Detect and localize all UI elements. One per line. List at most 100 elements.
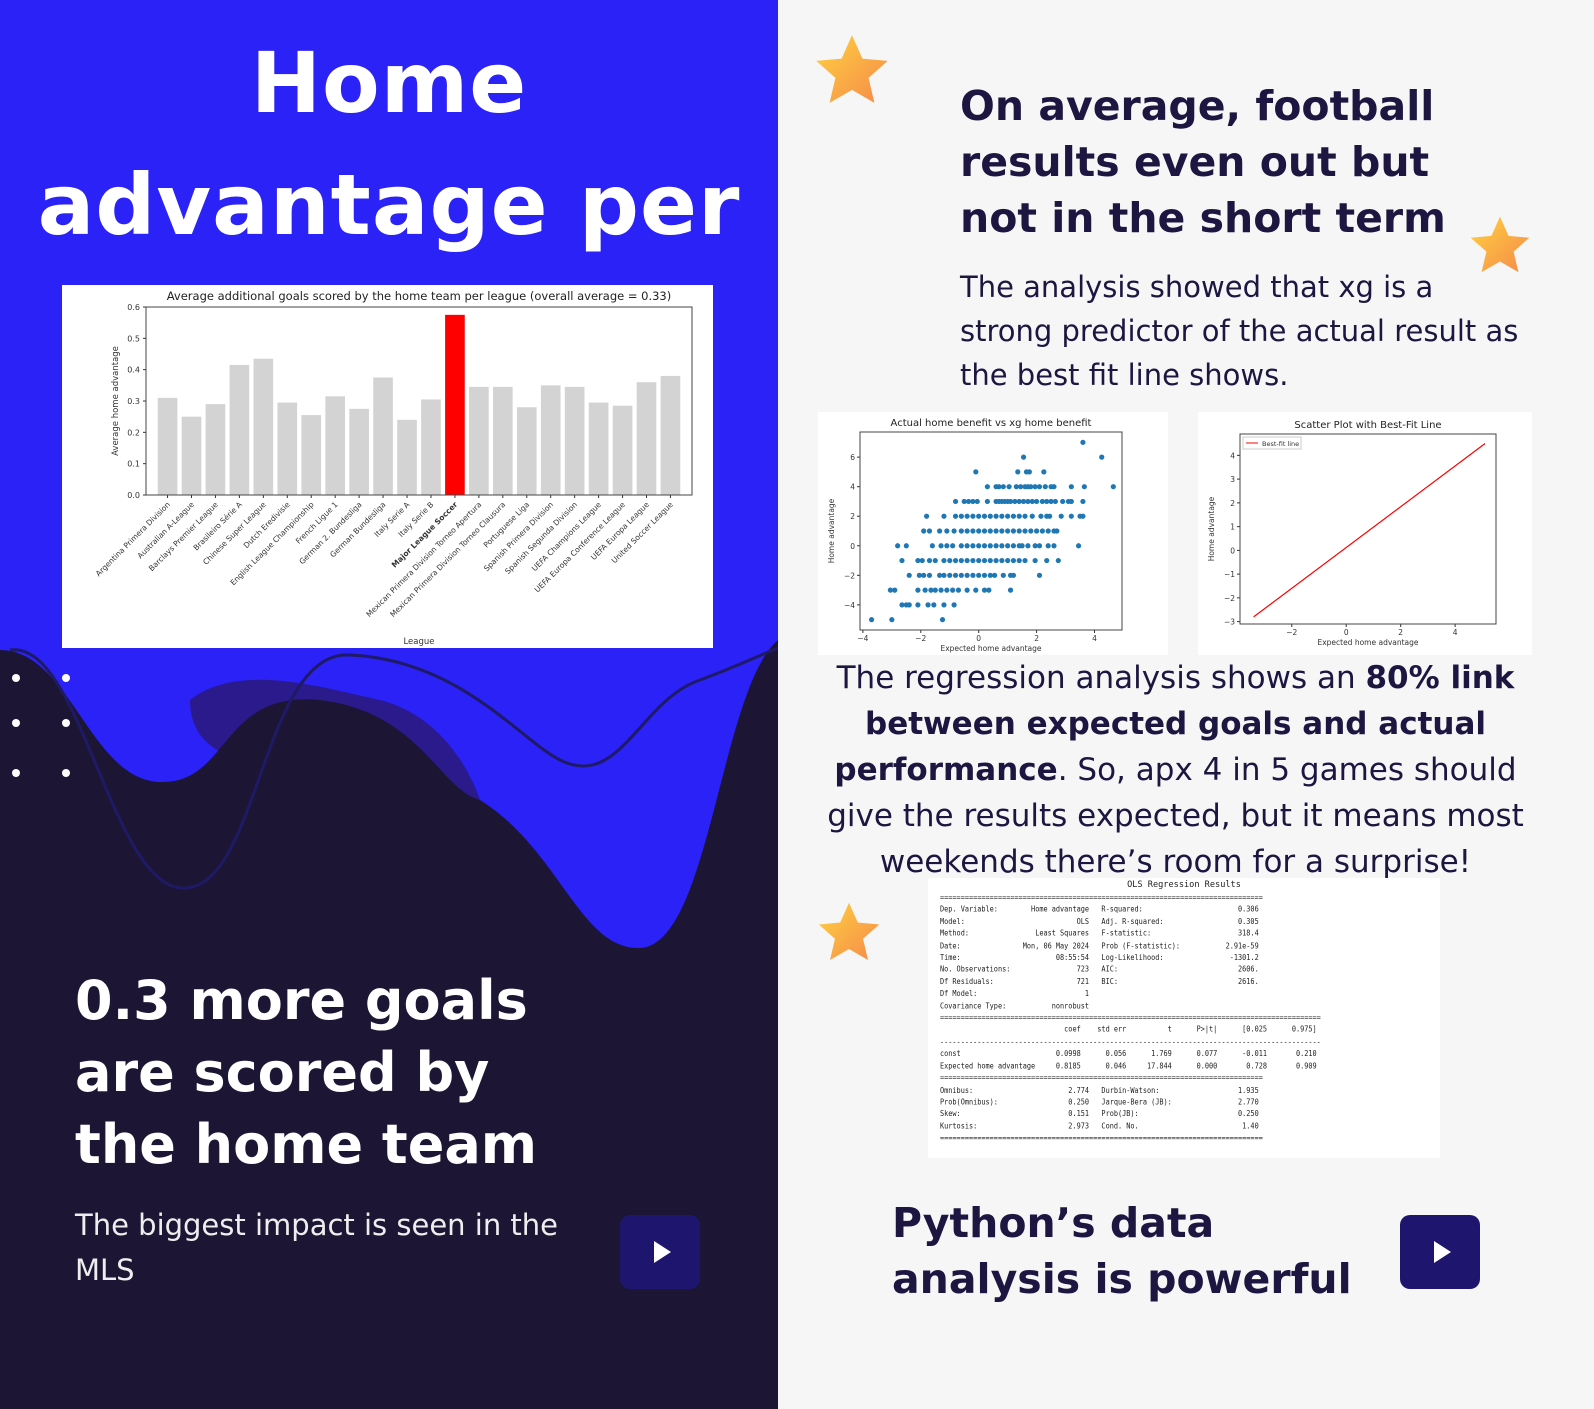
bar <box>516 407 537 495</box>
best-fit-line <box>1253 443 1486 618</box>
scatter-point <box>1029 513 1035 519</box>
scatter-point <box>944 543 950 549</box>
scatter-point <box>1044 498 1050 505</box>
scatter-point <box>987 557 993 564</box>
scatter-point <box>981 513 988 519</box>
scatter-point <box>1032 484 1038 490</box>
scatter-point <box>974 498 980 505</box>
scatter-point <box>1005 543 1011 549</box>
scatter-point <box>993 557 999 564</box>
x-tick-label: 0 <box>976 634 981 643</box>
y-tick-label: 4 <box>1230 451 1235 460</box>
scatter-point <box>1016 557 1022 564</box>
play-button-left[interactable] <box>620 1215 700 1289</box>
scatter-point <box>906 572 912 578</box>
regression-text-end: . So, apx 4 in 5 games should give the r… <box>827 752 1524 880</box>
scatter-point <box>915 587 921 593</box>
decor-dot <box>62 719 70 727</box>
scatter-point <box>987 543 993 549</box>
scatter-point <box>1052 498 1059 505</box>
scatter-point <box>1047 513 1053 519</box>
y-tick-label: 0.5 <box>127 334 140 343</box>
chart-title: Average additional goals scored by the h… <box>167 289 672 303</box>
scatter-point <box>906 602 912 608</box>
scatter-point <box>964 587 970 593</box>
scatter-point <box>892 587 898 593</box>
scatter-point <box>938 587 944 593</box>
scatter-point <box>941 557 947 564</box>
stat-subtext: The biggest impact is seen in the MLS <box>75 1208 559 1287</box>
play-icon <box>654 1241 671 1263</box>
scatter-point <box>970 557 976 564</box>
scatter-point <box>1036 543 1043 549</box>
scatter-point <box>987 572 993 578</box>
y-tick-label: 4 <box>850 483 855 492</box>
scatter-point <box>999 557 1005 564</box>
scatter-point <box>1020 454 1027 460</box>
star-icon <box>818 902 880 960</box>
decor-dot <box>12 719 20 727</box>
scatter-point <box>1041 469 1047 475</box>
bar <box>205 404 226 495</box>
scatter-point <box>1010 543 1017 549</box>
scatter-point <box>958 572 964 578</box>
y-tick-label: 0.1 <box>127 460 140 469</box>
scatter-point <box>921 572 927 578</box>
scatter-point <box>964 513 970 519</box>
bar-chart-panel: Average additional goals scored by the h… <box>62 285 713 648</box>
scatter-point <box>973 469 979 475</box>
scatter-point <box>964 543 970 549</box>
x-tick-label: 4 <box>1092 634 1097 643</box>
scatter-point <box>1022 513 1028 519</box>
bar <box>612 405 633 495</box>
scatter-point <box>1010 513 1017 519</box>
y-tick-label: 0 <box>1230 546 1235 555</box>
scatter-point <box>926 557 933 564</box>
play-button-right[interactable] <box>1400 1215 1480 1289</box>
y-tick-label: 3 <box>1230 475 1235 484</box>
scatter-point <box>1025 498 1031 505</box>
scatter-point <box>1054 528 1060 534</box>
python-heading: Python’s data analysis is powerful <box>892 1199 1352 1303</box>
y-tick-label: 0.6 <box>127 303 140 312</box>
bar <box>636 382 657 495</box>
scatter-point <box>987 513 993 519</box>
wave-line <box>9 646 778 890</box>
scatter-point <box>981 572 988 578</box>
left-panel: Home advantage per League Average additi… <box>0 0 778 1409</box>
scatter-point <box>947 572 953 578</box>
scatter-point <box>923 513 930 519</box>
scatter-point <box>937 528 943 534</box>
scatter-point <box>958 513 964 519</box>
scatter-point <box>970 513 976 519</box>
decor-dot <box>62 674 70 682</box>
scatter-point <box>987 528 993 534</box>
bar <box>564 386 585 495</box>
star-icon <box>816 35 888 103</box>
bar <box>181 416 202 495</box>
stat-heading: 0.3 more goals are scored by the home te… <box>75 969 538 1176</box>
y-tick-label: 0.3 <box>127 397 140 406</box>
scatter-point <box>976 557 982 564</box>
scatter-point <box>926 528 933 534</box>
scatter-point <box>899 602 905 608</box>
chart-title: Scatter Plot with Best-Fit Line <box>1294 420 1441 431</box>
scatter-point <box>939 617 946 623</box>
scatter-point <box>984 498 990 505</box>
x-tick-label: French Ligue 1 <box>294 500 340 546</box>
scatter-point <box>970 498 976 505</box>
scatter-point <box>899 557 905 564</box>
x-axis-label: Expected home advantage <box>940 644 1041 653</box>
scatter-point <box>1028 528 1034 534</box>
y-tick-label: 6 <box>850 453 855 462</box>
right-panel <box>778 0 1594 1409</box>
scatter-point <box>981 557 988 564</box>
scatter-point <box>964 528 970 534</box>
scatter-point <box>951 602 957 608</box>
scatter-point <box>1032 543 1038 549</box>
scatter-point <box>955 587 962 593</box>
bar-chart: Average additional goals scored by the h… <box>94 289 693 647</box>
scatter-point <box>932 557 938 564</box>
scatter-point <box>922 587 928 593</box>
scatter-point <box>1005 557 1011 564</box>
